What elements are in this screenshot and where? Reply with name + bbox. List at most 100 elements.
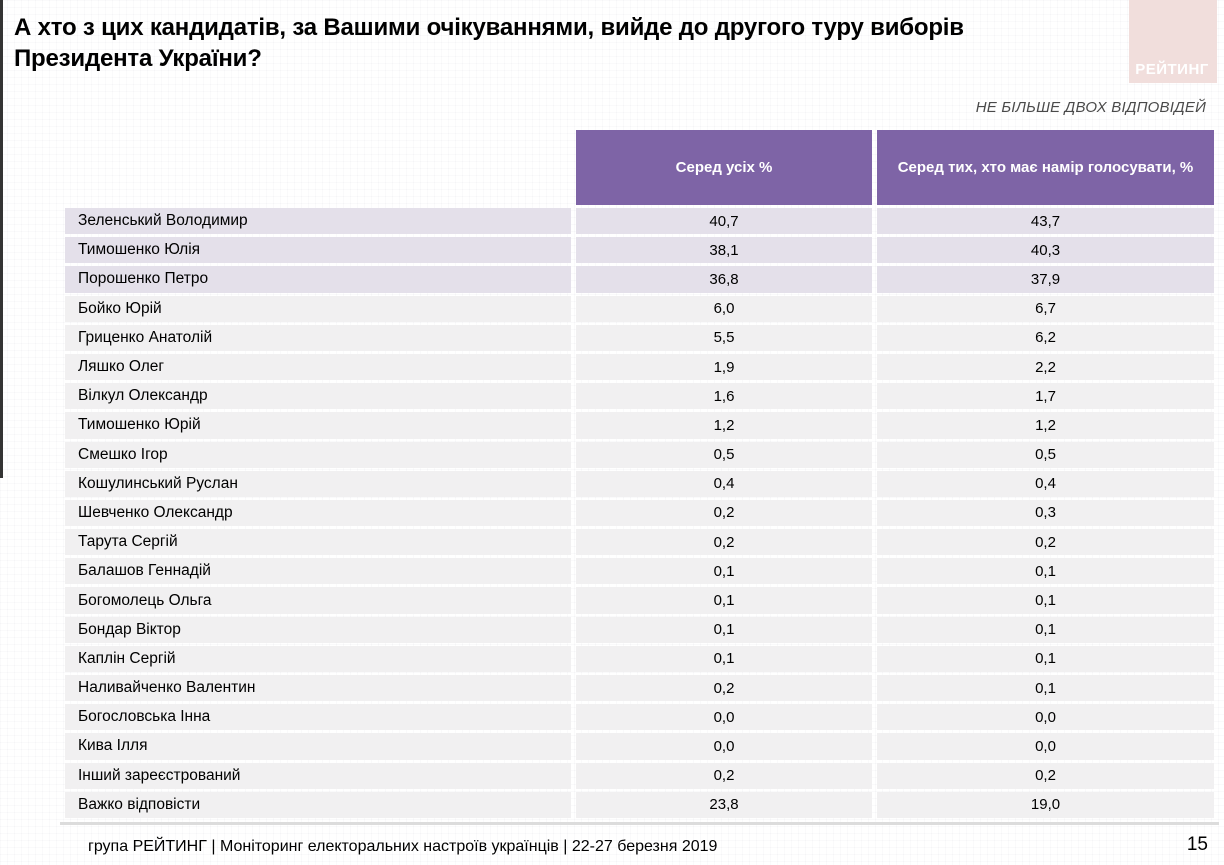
- candidate-name: Богословська Інна: [65, 704, 571, 731]
- candidate-name: Смешко Ігор: [65, 441, 571, 468]
- candidate-name: Богомолець Ольга: [65, 587, 571, 614]
- table-row: Кива Ілля 0,0 0,0: [65, 733, 1214, 760]
- value-among-voters: 0,1: [877, 675, 1214, 702]
- candidate-name: Ляшко Олег: [65, 353, 571, 381]
- footer-source-text: група РЕЙТИНГ | Моніторинг електоральних…: [88, 838, 718, 855]
- value-among-voters: 0,1: [877, 558, 1214, 585]
- candidate-name: Каплін Сергій: [65, 645, 571, 672]
- value-among-voters: 0,3: [877, 499, 1214, 527]
- slide-title-line2: Президента України?: [14, 45, 262, 72]
- candidate-name: Тимошенко Юрій: [65, 412, 571, 439]
- value-among-all: 0,1: [576, 645, 872, 672]
- candidates-tbody: Зеленський Володимир 40,7 43,7 Тимошенко Юл…: [65, 208, 1214, 818]
- value-among-all: 40,7: [576, 208, 872, 235]
- value-among-all: 0,0: [576, 704, 872, 731]
- footer-divider: [60, 822, 1219, 825]
- table-row: Порошенко Петро 36,8 37,9: [65, 266, 1214, 293]
- answers-limit-note: НЕ БІЛЬШЕ ДВОХ ВІДПОВІДЕЙ: [975, 99, 1206, 116]
- column-header-voters: Серед тих, хто має намір голосувати, %: [877, 130, 1214, 205]
- value-among-all: 0,2: [576, 499, 872, 527]
- value-among-all: 23,8: [576, 791, 872, 818]
- value-among-all: 38,1: [576, 237, 872, 264]
- value-among-voters: 0,1: [877, 587, 1214, 614]
- candidate-name: Порошенко Петро: [65, 266, 571, 293]
- value-among-voters: 1,7: [877, 383, 1214, 410]
- value-among-all: 6,0: [576, 295, 872, 322]
- value-among-all: 1,6: [576, 383, 872, 410]
- header-spacer: [65, 130, 571, 205]
- value-among-voters: 43,7: [877, 208, 1214, 235]
- table-row: Інший зареєстрований 0,2 0,2: [65, 762, 1214, 789]
- table-row: Зеленський Володимир 40,7 43,7: [65, 208, 1214, 235]
- value-among-voters: 6,2: [877, 324, 1214, 351]
- table-header-row: Серед усіх % Серед тих, хто має намір го…: [65, 130, 1214, 205]
- table-row: Вілкул Олександр 1,6 1,7: [65, 383, 1214, 410]
- table-row: Гриценко Анатолій 5,5 6,2: [65, 324, 1214, 351]
- candidate-name: Кошулинський Руслан: [65, 470, 571, 497]
- value-among-all: 0,2: [576, 529, 872, 556]
- table-row: Шевченко Олександр 0,2 0,3: [65, 499, 1214, 527]
- value-among-all: 1,2: [576, 412, 872, 439]
- value-among-voters: 0,4: [877, 470, 1214, 497]
- candidate-name: Шевченко Олександр: [65, 499, 571, 527]
- table-row: Тарута Сергій 0,2 0,2: [65, 529, 1214, 556]
- value-among-all: 5,5: [576, 324, 872, 351]
- value-among-voters: 0,0: [877, 704, 1214, 731]
- candidate-name: Гриценко Анатолій: [65, 324, 571, 351]
- table-row: Балашов Геннадій 0,1 0,1: [65, 558, 1214, 585]
- candidate-name: Важко відповісти: [65, 791, 571, 818]
- value-among-all: 0,1: [576, 587, 872, 614]
- table-row: Смешко Ігор 0,5 0,5: [65, 441, 1214, 468]
- value-among-all: 0,5: [576, 441, 872, 468]
- value-among-voters: 37,9: [877, 266, 1214, 293]
- candidate-name: Наливайченко Валентин: [65, 675, 571, 702]
- candidate-name: Тарута Сергій: [65, 529, 571, 556]
- left-edge-rule: [0, 0, 3, 478]
- candidate-name: Бондар Віктор: [65, 616, 571, 643]
- value-among-voters: 2,2: [877, 353, 1214, 381]
- table-row: Наливайченко Валентин 0,2 0,1: [65, 675, 1214, 702]
- value-among-voters: 1,2: [877, 412, 1214, 439]
- table-row: Ляшко Олег 1,9 2,2: [65, 353, 1214, 381]
- value-among-voters: 0,2: [877, 529, 1214, 556]
- slide-title-line1: А хто з цих кандидатів, за Вашими очікув…: [14, 14, 964, 41]
- value-among-all: 1,9: [576, 353, 872, 381]
- rating-group-logo: РЕЙТИНГ: [1129, 0, 1217, 83]
- value-among-voters: 0,1: [877, 645, 1214, 672]
- value-among-voters: 0,1: [877, 616, 1214, 643]
- value-among-voters: 6,7: [877, 295, 1214, 322]
- column-header-all: Серед усіх %: [576, 130, 872, 205]
- table-row: Богомолець Ольга 0,1 0,1: [65, 587, 1214, 614]
- candidate-name: Балашов Геннадій: [65, 558, 571, 585]
- table-row: Важко відповісти 23,8 19,0: [65, 791, 1214, 818]
- value-among-all: 0,0: [576, 733, 872, 760]
- candidate-name: Інший зареєстрований: [65, 762, 571, 789]
- value-among-all: 0,2: [576, 762, 872, 789]
- value-among-voters: 0,5: [877, 441, 1214, 468]
- candidate-name: Вілкул Олександр: [65, 383, 571, 410]
- results-table: Серед усіх % Серед тих, хто має намір го…: [60, 127, 1219, 821]
- candidate-name: Кива Ілля: [65, 733, 571, 760]
- page-number: 15: [1186, 834, 1208, 855]
- value-among-all: 0,1: [576, 616, 872, 643]
- slide-title: А хто з цих кандидатів, за Вашими очікув…: [14, 12, 964, 74]
- value-among-all: 0,4: [576, 470, 872, 497]
- candidate-name: Бойко Юрій: [65, 295, 571, 322]
- table-row: Тимошенко Юлія 38,1 40,3: [65, 237, 1214, 264]
- candidate-name: Зеленський Володимир: [65, 208, 571, 235]
- table-row: Бойко Юрій 6,0 6,7: [65, 295, 1214, 322]
- candidate-name: Тимошенко Юлія: [65, 237, 571, 264]
- value-among-voters: 0,2: [877, 762, 1214, 789]
- table-row: Тимошенко Юрій 1,2 1,2: [65, 412, 1214, 439]
- value-among-voters: 0,0: [877, 733, 1214, 760]
- value-among-all: 36,8: [576, 266, 872, 293]
- value-among-voters: 40,3: [877, 237, 1214, 264]
- table-row: Богословська Інна 0,0 0,0: [65, 704, 1214, 731]
- value-among-voters: 19,0: [877, 791, 1214, 818]
- value-among-all: 0,2: [576, 675, 872, 702]
- table-row: Бондар Віктор 0,1 0,1: [65, 616, 1214, 643]
- rating-logo-text: РЕЙТИНГ: [1135, 61, 1209, 78]
- table-row: Каплін Сергій 0,1 0,1: [65, 645, 1214, 672]
- table-row: Кошулинський Руслан 0,4 0,4: [65, 470, 1214, 497]
- value-among-all: 0,1: [576, 558, 872, 585]
